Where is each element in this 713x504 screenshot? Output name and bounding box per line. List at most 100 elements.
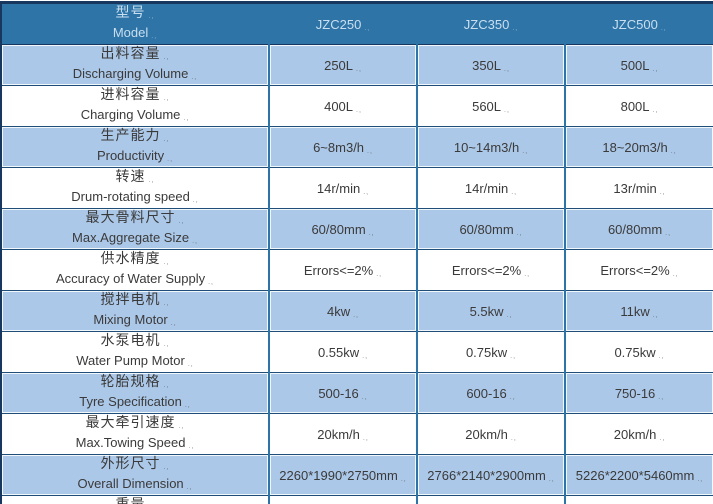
paragraph-mark: ., xyxy=(363,188,370,196)
row-label-en: Overall Dimension xyxy=(77,476,184,491)
row-label-cell: 出料容量., Discharging Volume., xyxy=(0,44,270,86)
row-label-zh-line: 水泵电机., xyxy=(3,333,267,353)
row-label-cell: 最大骨料尺寸., Max.Aggregate Size., xyxy=(0,208,270,250)
paragraph-mark: ., xyxy=(163,95,170,102)
paragraph-mark: ., xyxy=(548,475,555,483)
paragraph-mark: ., xyxy=(665,229,672,237)
value-cell-tyre-specification-jzc500: 750-16., xyxy=(564,372,713,414)
value-cell-max-aggregate-size-jzc350: 60/80mm., xyxy=(416,208,566,250)
value-cell-max-towing-speed-jzc500: 20km/h., xyxy=(564,413,713,455)
paragraph-mark: ., xyxy=(512,24,519,32)
column-header-label: JZC250 xyxy=(315,16,362,32)
column-header-label: JZC350 xyxy=(463,16,510,32)
model-label-en-line: Model., xyxy=(3,24,267,44)
row-label-en: Water Pump Motor xyxy=(76,353,185,368)
paragraph-mark: ., xyxy=(510,352,517,360)
spec-row-max-towing-speed: 最大牵引速度., Max.Towing Speed., 20km/h., 20k… xyxy=(0,413,713,455)
row-label-cell: 重量., Weight., xyxy=(0,495,270,504)
row-label-zh-line: 重量., xyxy=(3,496,267,504)
row-label-cell: 外形尺寸., Overall Dimension., xyxy=(0,454,270,496)
row-label-zh-line: 供水精度., xyxy=(3,250,267,271)
value-cell-mixing-motor-jzc350: 5.5kw., xyxy=(416,290,566,332)
value-cell-water-pump-motor-jzc250: 0.55kw., xyxy=(268,331,418,373)
paragraph-mark: ., xyxy=(163,259,170,266)
row-label-zh: 出料容量 xyxy=(100,45,161,62)
paragraph-mark: ., xyxy=(148,177,155,184)
value-cell-tyre-specification-jzc250: 500-16., xyxy=(268,372,418,414)
row-label-en: Productivity xyxy=(96,148,165,163)
spec-row-discharging-volume: 出料容量., Discharging Volume., 250L., 350L.… xyxy=(0,44,713,86)
spec-row-weight: 重量., Weight., 1160kg., 1980kg., 3100kg., xyxy=(0,495,713,504)
value-cell-productivity-jzc250: 6~8m3/h., xyxy=(268,126,418,168)
value-cell-max-towing-speed-jzc350: 20km/h., xyxy=(416,413,566,455)
row-label-cell: 搅拌电机., Mixing Motor., xyxy=(0,290,270,332)
paragraph-mark: ., xyxy=(192,197,199,204)
paragraph-mark: ., xyxy=(184,402,191,409)
row-label-en: Charging Volume xyxy=(80,107,181,122)
spec-row-water-pump-motor: 水泵电机., Water Pump Motor., 0.55kw., 0.75k… xyxy=(0,331,713,373)
row-label-en: Max.Towing Speed xyxy=(75,435,186,450)
value-cell-max-towing-speed-jzc250: 20km/h., xyxy=(268,413,418,455)
row-label-en-line: Water Pump Motor., xyxy=(3,352,267,372)
column-header-jzc500: JZC500., xyxy=(564,2,713,45)
row-label-zh: 轮胎规格 xyxy=(100,373,161,390)
paragraph-mark: ., xyxy=(659,188,666,196)
spec-table-body: 出料容量., Discharging Volume., 250L., 350L.… xyxy=(0,44,713,504)
value-cell-discharging-volume-jzc500: 500L., xyxy=(564,44,713,86)
paragraph-mark: ., xyxy=(148,13,155,20)
row-label-en-line: Max.Towing Speed., xyxy=(3,434,267,454)
paragraph-mark: ., xyxy=(504,65,510,73)
paragraph-mark: ., xyxy=(188,443,195,450)
row-label-zh-line: 生产能力., xyxy=(3,127,267,148)
value-cell-drum-rotating-speed-jzc500: 13r/min., xyxy=(564,167,713,209)
row-label-zh-line: 转速., xyxy=(3,169,267,189)
row-label-en-line: Overall Dimension., xyxy=(3,475,267,495)
paragraph-mark: ., xyxy=(658,393,665,401)
row-label-zh: 外形尺寸 xyxy=(100,455,161,472)
value-cell-overall-dimension-jzc500: 5226*2200*5460mm., xyxy=(564,454,713,496)
paragraph-mark: ., xyxy=(659,434,666,442)
value-cell-weight-jzc500: 3100kg., xyxy=(564,495,713,504)
paragraph-mark: ., xyxy=(362,434,369,442)
paragraph-mark: ., xyxy=(353,311,359,319)
spec-row-charging-volume: 进料容量., Charging Volume., 400L., 560L., 8… xyxy=(0,85,713,127)
spec-row-drum-rotating-speed: 转速., Drum-rotating speed., 14r/min., 14r… xyxy=(0,167,713,209)
paragraph-mark: ., xyxy=(186,484,193,491)
value-cell-drum-rotating-speed-jzc350: 14r/min., xyxy=(416,167,566,209)
value-cell-weight-jzc350: 1980kg., xyxy=(416,495,566,504)
paragraph-mark: ., xyxy=(163,136,170,143)
model-label-zh: 型号 xyxy=(115,4,146,20)
paragraph-mark: ., xyxy=(364,24,371,32)
paragraph-mark: ., xyxy=(652,65,659,73)
row-label-zh-line: 轮胎规格., xyxy=(3,373,267,394)
row-label-zh: 最大牵引速度 xyxy=(85,414,176,431)
paragraph-mark: ., xyxy=(151,33,158,40)
value-cell-weight-jzc250: 1160kg., xyxy=(268,495,418,504)
value-cell-productivity-jzc350: 10~14m3/h., xyxy=(416,126,566,168)
value-cell-productivity-jzc500: 18~20m3/h., xyxy=(564,126,713,168)
paragraph-mark: ., xyxy=(178,423,185,430)
row-label-zh: 供水精度 xyxy=(100,250,161,267)
row-label-cell: 转速., Drum-rotating speed., xyxy=(0,167,270,209)
row-label-cell: 轮胎规格., Tyre Specification., xyxy=(0,372,270,414)
paragraph-mark: ., xyxy=(509,393,516,401)
model-header-cell: 型号., Model., xyxy=(0,2,270,45)
spec-row-mixing-motor: 搅拌电机., Mixing Motor., 4kw., 5.5kw., 11kw… xyxy=(0,290,713,332)
paragraph-mark: ., xyxy=(506,311,513,319)
column-header-jzc250: JZC250., xyxy=(268,2,418,45)
spec-row-max-aggregate-size: 最大骨料尺寸., Max.Aggregate Size., 60/80mm., … xyxy=(0,208,713,250)
value-cell-overall-dimension-jzc350: 2766*2140*2900mm., xyxy=(416,454,566,496)
paragraph-mark: ., xyxy=(163,341,170,348)
spec-row-productivity: 生产能力., Productivity., 6~8m3/h., 10~14m3/… xyxy=(0,126,713,168)
model-label-en: Model xyxy=(112,25,149,40)
paragraph-mark: ., xyxy=(362,352,369,360)
row-label-zh: 重量 xyxy=(115,496,146,504)
value-cell-overall-dimension-jzc250: 2260*1990*2750mm., xyxy=(268,454,418,496)
row-label-en: Accuracy of Water Supply xyxy=(56,271,206,286)
value-cell-accuracy-of-water-supply-jzc500: Errors<=2%., xyxy=(564,249,713,291)
header-row: 型号., Model., JZC250., JZC350., JZC500., xyxy=(0,2,713,45)
paragraph-mark: ., xyxy=(183,115,190,122)
row-label-zh: 生产能力 xyxy=(100,127,161,144)
paragraph-mark: ., xyxy=(516,229,523,237)
